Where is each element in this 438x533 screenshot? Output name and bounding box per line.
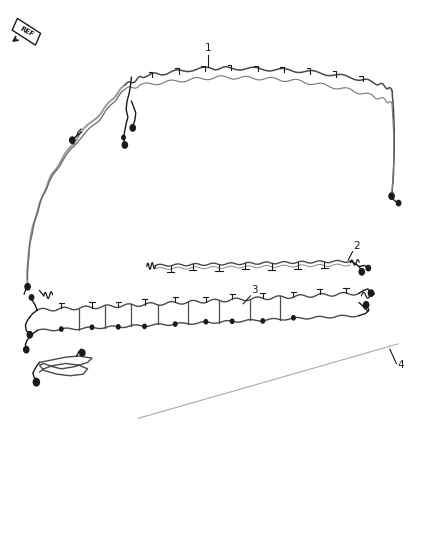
FancyBboxPatch shape bbox=[12, 18, 41, 45]
Circle shape bbox=[24, 346, 29, 353]
Circle shape bbox=[261, 319, 265, 323]
Circle shape bbox=[33, 378, 39, 386]
Circle shape bbox=[364, 302, 369, 308]
Circle shape bbox=[368, 290, 374, 296]
Circle shape bbox=[204, 320, 208, 324]
Circle shape bbox=[27, 332, 32, 338]
Circle shape bbox=[359, 269, 364, 275]
Circle shape bbox=[366, 265, 371, 271]
Circle shape bbox=[60, 327, 63, 331]
Circle shape bbox=[143, 324, 146, 328]
Circle shape bbox=[117, 325, 120, 329]
Circle shape bbox=[80, 350, 85, 356]
Circle shape bbox=[25, 284, 30, 290]
Circle shape bbox=[122, 142, 127, 148]
Text: 2: 2 bbox=[353, 240, 360, 251]
Text: 3: 3 bbox=[251, 285, 258, 295]
Circle shape bbox=[130, 125, 135, 131]
Circle shape bbox=[29, 295, 34, 300]
Circle shape bbox=[173, 322, 177, 326]
Text: 1: 1 bbox=[205, 43, 212, 53]
Circle shape bbox=[396, 200, 401, 206]
Circle shape bbox=[230, 319, 234, 324]
Circle shape bbox=[90, 325, 94, 329]
Circle shape bbox=[122, 135, 125, 140]
Circle shape bbox=[70, 137, 75, 143]
Circle shape bbox=[292, 316, 295, 320]
Text: 4: 4 bbox=[397, 360, 404, 370]
Circle shape bbox=[389, 193, 394, 199]
Text: REF: REF bbox=[19, 25, 35, 38]
